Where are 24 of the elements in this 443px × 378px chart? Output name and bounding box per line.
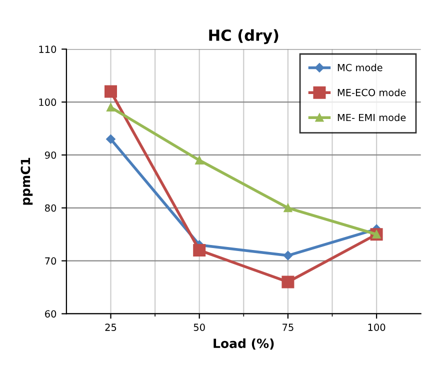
point [283, 250, 293, 260]
legend-label: ME-ECO mode [338, 88, 406, 96]
point [104, 85, 117, 98]
y-axis-title: ppmC1 [20, 158, 33, 205]
y-tick-label: 80 [45, 204, 56, 212]
y-tick-label: 70 [45, 257, 56, 265]
x-axis-title: Load (%) [214, 338, 274, 350]
x-tick-label: 25 [105, 324, 116, 331]
point [106, 103, 115, 112]
x-tick-label: 100 [368, 324, 386, 331]
y-tick-label: 100 [39, 98, 56, 106]
legend-label: MC mode [338, 64, 382, 72]
x-tick-label: 75 [282, 324, 294, 331]
y-tick-label: 90 [44, 151, 56, 159]
legend-label: ME- EMI mode [338, 114, 406, 122]
point [193, 244, 206, 256]
chart-title: HC (dry) [209, 29, 278, 44]
point [284, 204, 292, 212]
x-tick-label: 50 [194, 324, 205, 331]
y-tick-label: 110 [39, 46, 56, 53]
point [195, 156, 204, 164]
y-tick-label: 60 [45, 310, 56, 318]
point [282, 276, 294, 288]
point [106, 134, 116, 144]
